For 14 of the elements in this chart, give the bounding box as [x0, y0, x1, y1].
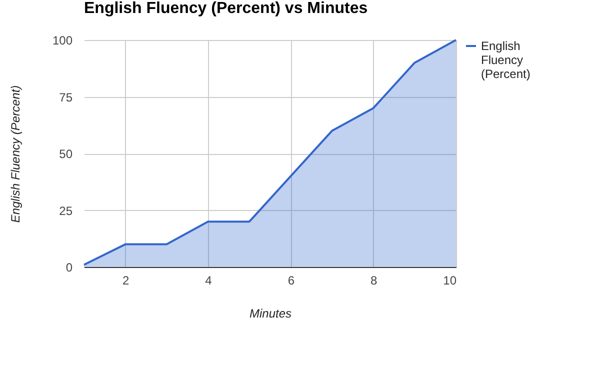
x-tick-label: 4 — [205, 274, 212, 288]
legend-label: English Fluency (Percent) — [481, 39, 530, 81]
chart-title: English Fluency (Percent) vs Minutes — [84, 0, 368, 17]
y-tick-label: 50 — [59, 147, 73, 161]
y-tick-label: 100 — [52, 34, 73, 48]
y-tick-label: 25 — [59, 204, 73, 218]
y-tick-label: 75 — [59, 90, 73, 104]
x-tick-label: 10 — [443, 274, 457, 288]
y-axis-title: English Fluency (Percent) — [8, 85, 22, 223]
x-tick-label: 2 — [122, 274, 130, 288]
x-tick-label: 8 — [370, 274, 378, 288]
x-axis-title: Minutes — [249, 306, 292, 320]
y-tick-label: 0 — [66, 260, 73, 274]
x-tick-label: 6 — [288, 274, 295, 288]
